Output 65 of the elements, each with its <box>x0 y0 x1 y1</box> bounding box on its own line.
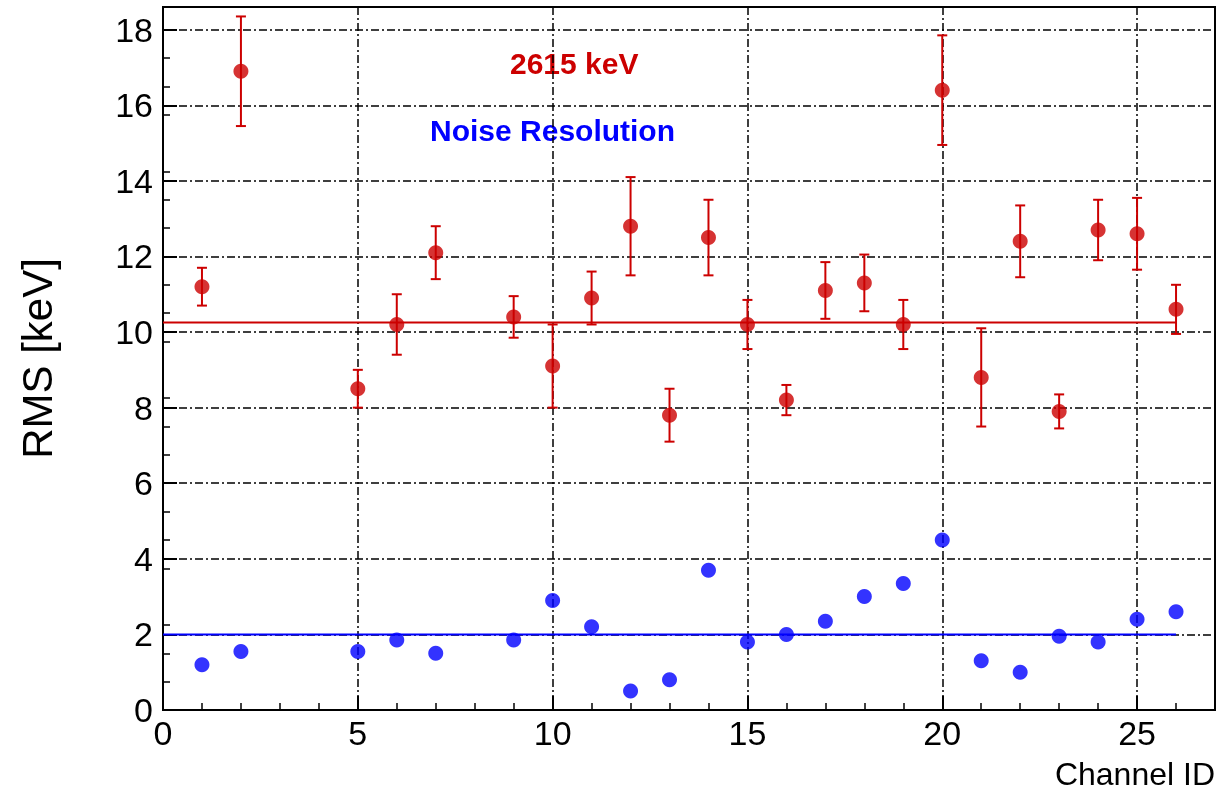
point <box>428 245 444 261</box>
point <box>194 657 210 673</box>
y-tick-label: 14 <box>115 161 153 200</box>
point <box>233 63 249 79</box>
point <box>350 381 366 397</box>
x-tick-label: 10 <box>533 714 572 752</box>
text: 2615 keV <box>510 46 639 80</box>
x-tick-label: 25 <box>1118 714 1156 752</box>
y-axis-title: RMS [keV] <box>13 258 61 459</box>
y-tick-label: 8 <box>134 388 153 427</box>
point <box>739 316 755 332</box>
point <box>817 282 833 298</box>
point <box>389 632 405 648</box>
point <box>1012 664 1028 680</box>
point <box>817 613 833 629</box>
point <box>545 358 561 374</box>
point <box>973 653 989 669</box>
point <box>701 230 716 246</box>
point <box>778 392 794 408</box>
point <box>584 619 600 635</box>
y-tick-label: 12 <box>115 237 153 276</box>
point <box>428 645 444 661</box>
point <box>934 82 950 98</box>
point <box>623 218 639 234</box>
point <box>1129 611 1145 627</box>
point <box>895 316 911 332</box>
point <box>662 672 678 688</box>
point <box>973 369 989 385</box>
point <box>1012 233 1028 249</box>
point <box>856 589 872 605</box>
point <box>194 279 210 295</box>
point <box>1090 634 1106 650</box>
point <box>584 290 600 306</box>
point <box>1051 628 1067 644</box>
point <box>506 632 522 648</box>
point <box>389 316 405 332</box>
point <box>1168 301 1184 317</box>
x-axis-title: Channel ID <box>1054 756 1215 792</box>
y-tick-label: 4 <box>134 539 153 578</box>
y-tick-label: 10 <box>115 313 153 352</box>
point <box>934 532 950 548</box>
point <box>545 592 561 608</box>
y-tick-label: 6 <box>134 464 153 503</box>
x-tick-label: 5 <box>348 714 368 752</box>
point <box>623 683 639 699</box>
point <box>1090 222 1106 238</box>
point <box>662 407 678 423</box>
point <box>895 575 911 591</box>
point <box>856 275 872 291</box>
point <box>739 634 755 650</box>
point <box>506 309 522 325</box>
y-tick-label: 2 <box>134 615 153 654</box>
point <box>233 643 249 659</box>
y-tick-label: 0 <box>134 691 153 729</box>
y-tick-label: 18 <box>115 10 153 49</box>
point <box>701 562 716 578</box>
point <box>778 626 794 642</box>
point <box>1051 403 1067 419</box>
x-tick-label: 20 <box>923 714 962 752</box>
point <box>350 643 366 659</box>
point <box>1129 226 1145 242</box>
text: Noise Resolution <box>430 113 676 147</box>
x-tick-label: 15 <box>728 714 767 752</box>
y-tick-label: 16 <box>115 86 153 125</box>
point <box>1168 604 1184 620</box>
